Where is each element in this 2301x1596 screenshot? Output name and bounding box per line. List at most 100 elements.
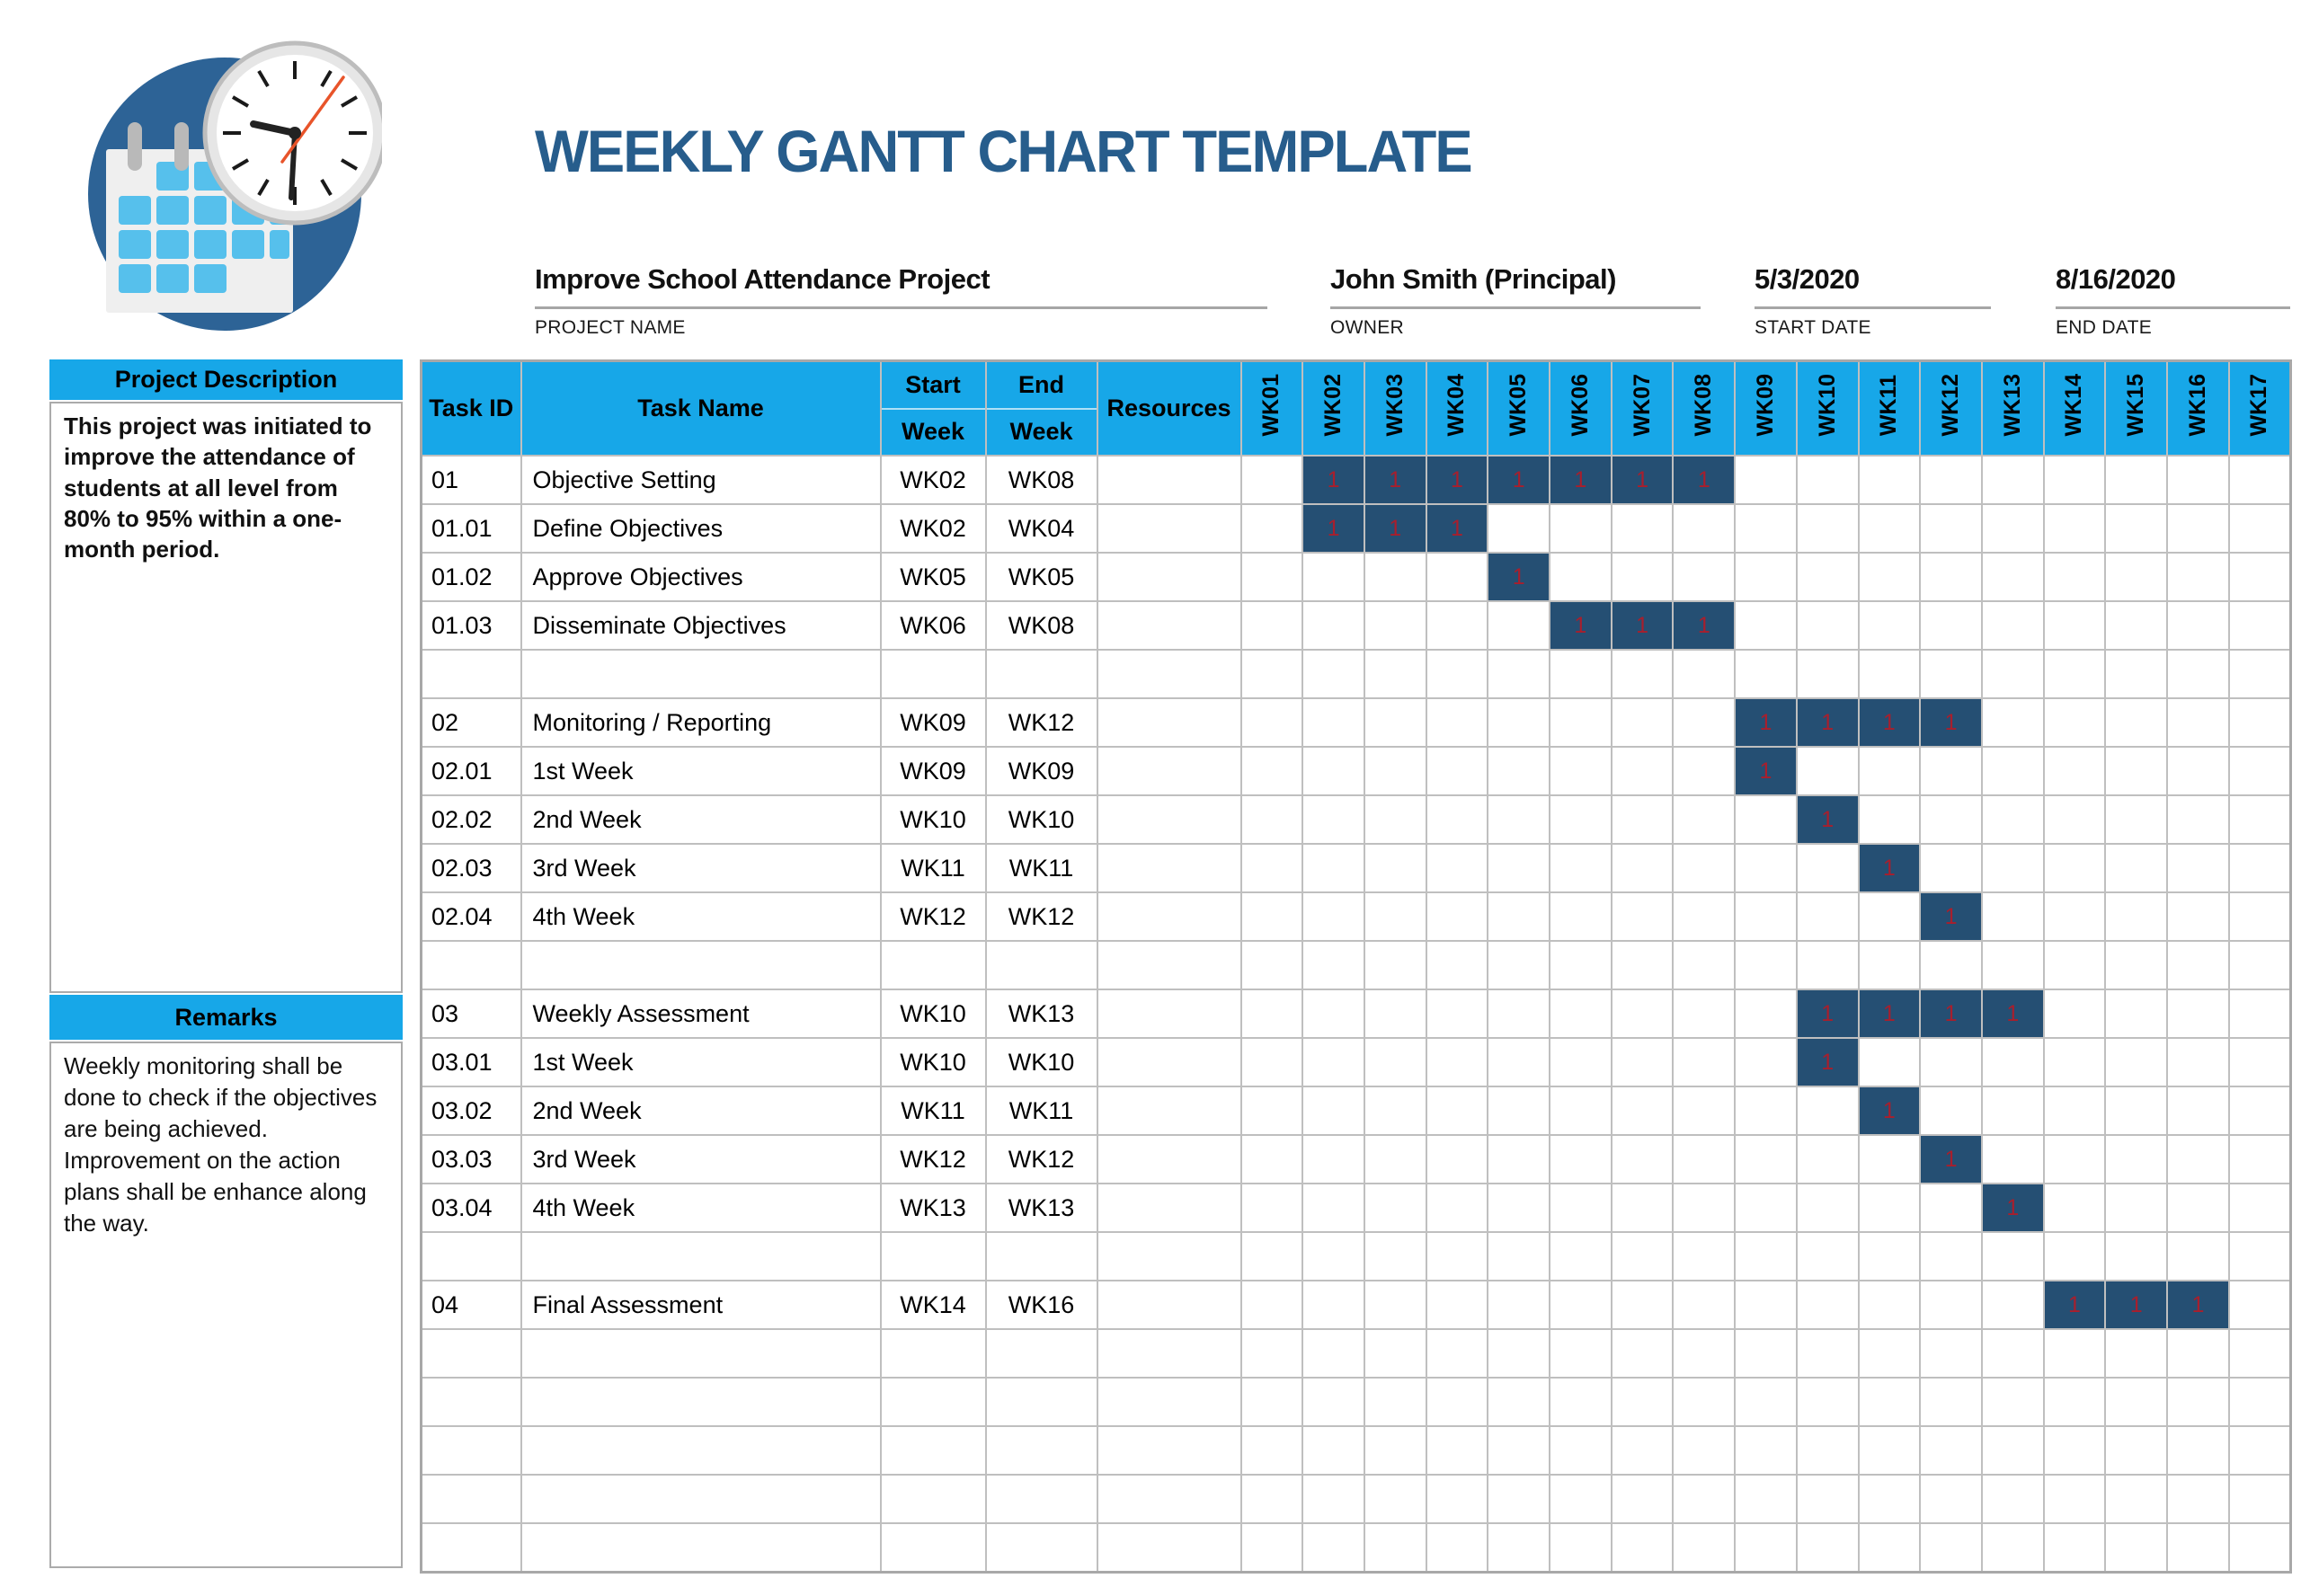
cell-wk11[interactable] xyxy=(1857,455,1922,505)
cell-wk13[interactable] xyxy=(1980,697,2045,748)
cell-wk11[interactable] xyxy=(1857,1280,1922,1330)
cell-wk05[interactable] xyxy=(1487,1474,1551,1524)
cell-wk16[interactable] xyxy=(2166,455,2230,505)
cell-wk02[interactable] xyxy=(1302,1377,1365,1427)
cell-wk12[interactable]: 1 xyxy=(1919,989,1983,1039)
cell-wk06[interactable] xyxy=(1549,1086,1612,1136)
cell-wk01[interactable] xyxy=(1239,697,1304,748)
cell-resources[interactable] xyxy=(1096,940,1242,990)
cell-wk13[interactable] xyxy=(1980,1522,2045,1573)
cell-wk05[interactable] xyxy=(1487,1134,1551,1184)
cell-wk07[interactable] xyxy=(1610,1377,1675,1427)
cell-wk04[interactable] xyxy=(1425,1231,1489,1281)
cell-wk13[interactable]: 1 xyxy=(1980,1183,2045,1233)
cell-wk04[interactable] xyxy=(1425,552,1489,602)
cell-wk03[interactable] xyxy=(1363,1231,1427,1281)
cell-wk12[interactable] xyxy=(1919,843,1983,893)
cell-task-id[interactable]: 03.01 xyxy=(420,1037,522,1087)
cell-wk03[interactable] xyxy=(1363,649,1427,699)
cell-wk02[interactable] xyxy=(1302,600,1365,651)
cell-wk08[interactable] xyxy=(1672,1328,1737,1379)
cell-wk04[interactable] xyxy=(1425,794,1489,845)
cell-end-week[interactable]: WK08 xyxy=(984,455,1098,505)
cell-task-id[interactable] xyxy=(420,1522,522,1573)
cell-wk09[interactable] xyxy=(1734,1522,1798,1573)
cell-wk02[interactable] xyxy=(1302,746,1365,796)
cell-task-name[interactable]: 3rd Week xyxy=(520,843,882,893)
cell-wk07[interactable] xyxy=(1610,989,1675,1039)
cell-wk04[interactable] xyxy=(1425,746,1489,796)
cell-wk12[interactable] xyxy=(1919,552,1983,602)
cell-wk01[interactable] xyxy=(1239,989,1304,1039)
cell-wk07[interactable]: 1 xyxy=(1610,600,1675,651)
cell-wk01[interactable] xyxy=(1239,552,1304,602)
cell-wk16[interactable] xyxy=(2166,940,2230,990)
cell-wk06[interactable] xyxy=(1549,843,1612,893)
cell-resources[interactable] xyxy=(1096,746,1242,796)
cell-wk05[interactable] xyxy=(1487,940,1551,990)
cell-resources[interactable] xyxy=(1096,891,1242,942)
cell-start-week[interactable]: WK09 xyxy=(879,697,987,748)
cell-wk10[interactable]: 1 xyxy=(1795,1037,1860,1087)
cell-wk13[interactable] xyxy=(1980,1037,2045,1087)
cell-wk02[interactable] xyxy=(1302,1134,1365,1184)
cell-wk04[interactable] xyxy=(1425,697,1489,748)
cell-wk05[interactable] xyxy=(1487,746,1551,796)
cell-wk11[interactable] xyxy=(1857,940,1922,990)
cell-wk10[interactable] xyxy=(1795,940,1860,990)
cell-wk09[interactable] xyxy=(1734,1474,1798,1524)
cell-wk06[interactable] xyxy=(1549,649,1612,699)
cell-wk05[interactable] xyxy=(1487,1280,1551,1330)
cell-wk16[interactable] xyxy=(2166,891,2230,942)
cell-wk16[interactable] xyxy=(2166,1134,2230,1184)
cell-wk08[interactable]: 1 xyxy=(1672,600,1737,651)
cell-wk12[interactable] xyxy=(1919,1086,1983,1136)
cell-wk16[interactable] xyxy=(2166,746,2230,796)
cell-resources[interactable] xyxy=(1096,1377,1242,1427)
cell-task-name[interactable]: 4th Week xyxy=(520,1183,882,1233)
cell-wk12[interactable] xyxy=(1919,1037,1983,1087)
cell-wk15[interactable] xyxy=(2104,1183,2169,1233)
cell-wk13[interactable] xyxy=(1980,649,2045,699)
cell-wk14[interactable]: 1 xyxy=(2042,1280,2107,1330)
cell-wk16[interactable] xyxy=(2166,552,2230,602)
cell-wk16[interactable] xyxy=(2166,989,2230,1039)
cell-wk07[interactable] xyxy=(1610,1086,1675,1136)
cell-wk13[interactable] xyxy=(1980,1377,2045,1427)
cell-start-week[interactable] xyxy=(879,1522,987,1573)
cell-wk15[interactable] xyxy=(2104,1425,2169,1476)
cell-wk17[interactable] xyxy=(2227,1231,2292,1281)
cell-wk17[interactable] xyxy=(2227,697,2292,748)
cell-wk12[interactable] xyxy=(1919,1425,1983,1476)
cell-task-id[interactable]: 01 xyxy=(420,455,522,505)
cell-wk16[interactable] xyxy=(2166,1037,2230,1087)
cell-wk11[interactable] xyxy=(1857,891,1922,942)
cell-task-name[interactable]: 2nd Week xyxy=(520,794,882,845)
cell-wk10[interactable] xyxy=(1795,891,1860,942)
cell-wk05[interactable] xyxy=(1487,794,1551,845)
cell-wk06[interactable]: 1 xyxy=(1549,455,1612,505)
cell-end-week[interactable]: WK10 xyxy=(984,794,1098,845)
cell-start-week[interactable]: WK11 xyxy=(879,843,987,893)
cell-wk04[interactable] xyxy=(1425,1377,1489,1427)
cell-wk17[interactable] xyxy=(2227,1183,2292,1233)
cell-wk10[interactable] xyxy=(1795,1425,1860,1476)
cell-wk13[interactable] xyxy=(1980,503,2045,554)
cell-wk05[interactable] xyxy=(1487,1377,1551,1427)
cell-wk07[interactable] xyxy=(1610,1425,1675,1476)
cell-wk17[interactable] xyxy=(2227,552,2292,602)
cell-wk11[interactable] xyxy=(1857,794,1922,845)
cell-wk17[interactable] xyxy=(2227,600,2292,651)
cell-wk12[interactable] xyxy=(1919,455,1983,505)
cell-wk08[interactable] xyxy=(1672,1425,1737,1476)
cell-start-week[interactable] xyxy=(879,1474,987,1524)
cell-wk14[interactable] xyxy=(2042,1377,2107,1427)
cell-wk15[interactable] xyxy=(2104,1231,2169,1281)
cell-wk14[interactable] xyxy=(2042,1134,2107,1184)
cell-wk11[interactable] xyxy=(1857,1183,1922,1233)
cell-wk12[interactable] xyxy=(1919,940,1983,990)
cell-wk05[interactable] xyxy=(1487,1425,1551,1476)
cell-wk03[interactable] xyxy=(1363,1474,1427,1524)
cell-task-name[interactable] xyxy=(520,649,882,699)
cell-wk10[interactable]: 1 xyxy=(1795,989,1860,1039)
